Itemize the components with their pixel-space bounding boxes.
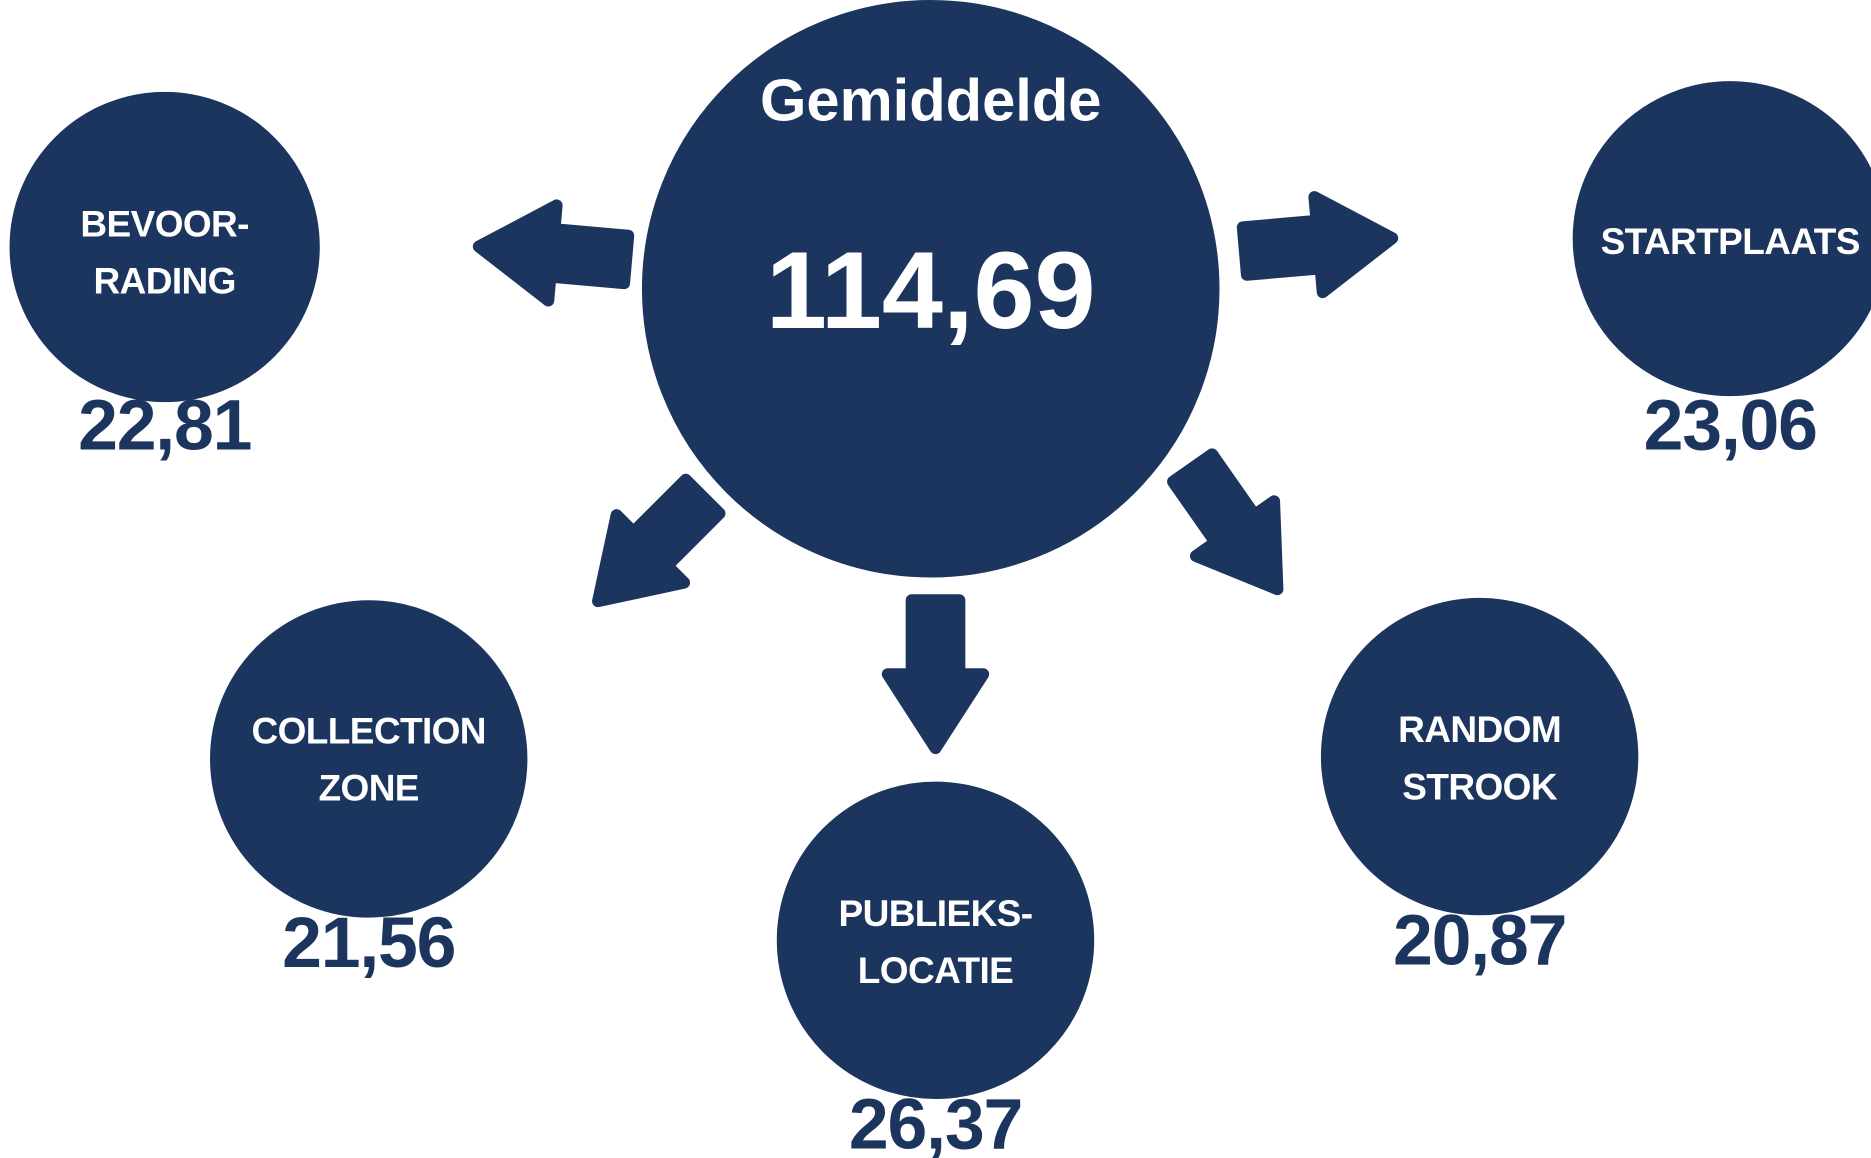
node-label: RANDOM STROOK xyxy=(1398,708,1562,808)
node-value: 26,37 xyxy=(848,1084,1023,1158)
arrow xyxy=(1167,448,1284,596)
arrow xyxy=(1236,191,1399,299)
center-circle xyxy=(641,0,1220,578)
node-value: 21,56 xyxy=(282,902,456,983)
arrow xyxy=(592,473,726,608)
arrow xyxy=(472,199,635,307)
node-circle xyxy=(776,781,1095,1099)
node-circle xyxy=(1320,597,1639,916)
node-value: 23,06 xyxy=(1643,384,1818,465)
center-value: 114,69 xyxy=(765,230,1096,353)
node-circle xyxy=(9,91,320,403)
node-circle xyxy=(1572,81,1871,397)
node-label: PUBLIEKS- LOCATIE xyxy=(838,892,1034,992)
node-label: COLLECTION ZONE xyxy=(251,709,486,810)
node-label: BEVOOR- RADING xyxy=(80,202,249,302)
arrow xyxy=(881,594,990,755)
center-label: Gemiddelde xyxy=(759,66,1102,134)
node-value: 20,87 xyxy=(1393,900,1567,981)
node-label: STARTPLAATS xyxy=(1600,220,1861,263)
node-circle xyxy=(210,600,528,918)
node-value: 22,81 xyxy=(78,384,252,465)
